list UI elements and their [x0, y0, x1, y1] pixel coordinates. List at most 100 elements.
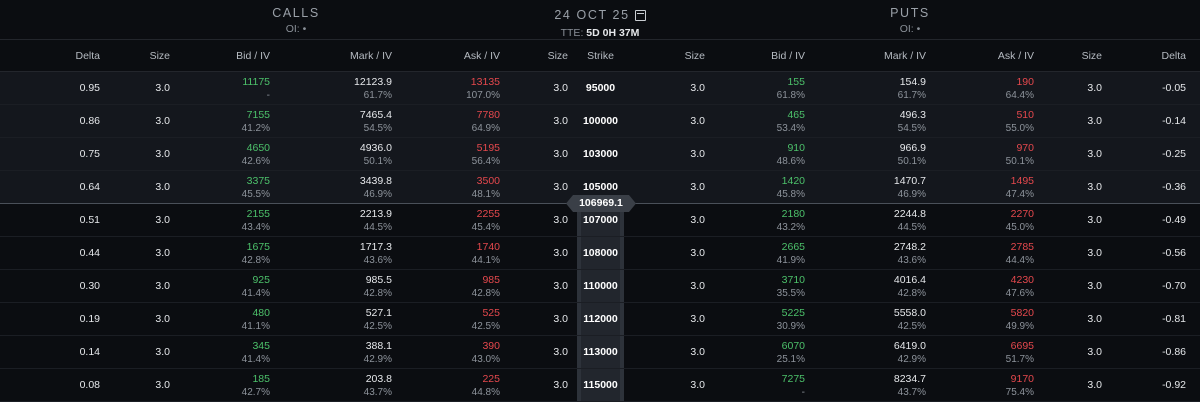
- call-ask[interactable]: 2255: [476, 208, 500, 220]
- call-ask-size[interactable]: 3.0: [553, 181, 568, 193]
- call-ask[interactable]: 5195: [476, 142, 500, 154]
- call-bid-header[interactable]: Bid / IV: [236, 50, 270, 62]
- call-mark[interactable]: 388.1: [365, 340, 392, 352]
- call-size[interactable]: 3.0: [155, 115, 170, 127]
- put-size[interactable]: 3.0: [1087, 280, 1102, 292]
- strike-price[interactable]: 103000: [582, 148, 619, 160]
- call-size[interactable]: 3.0: [155, 346, 170, 358]
- put-size[interactable]: 3.0: [1087, 313, 1102, 325]
- put-mark[interactable]: 966.9: [899, 142, 926, 154]
- put-bid[interactable]: 910: [787, 142, 805, 154]
- put-size-header[interactable]: Size: [1081, 50, 1102, 62]
- call-bid[interactable]: 345: [252, 340, 270, 352]
- strike-price[interactable]: 115000: [583, 379, 618, 391]
- call-size[interactable]: 3.0: [155, 379, 170, 391]
- call-bid[interactable]: 3375: [246, 175, 270, 187]
- put-size[interactable]: 3.0: [1087, 181, 1102, 193]
- put-size[interactable]: 3.0: [1087, 346, 1102, 358]
- put-bid[interactable]: 6070: [781, 340, 805, 352]
- call-mark[interactable]: 7465.4: [359, 109, 392, 121]
- put-bid-size[interactable]: 3.0: [690, 379, 705, 391]
- call-size[interactable]: 3.0: [155, 181, 170, 193]
- call-size[interactable]: 3.0: [155, 313, 170, 325]
- call-size-header[interactable]: Size: [149, 50, 170, 62]
- put-bid-size[interactable]: 3.0: [690, 214, 705, 226]
- call-ask-size[interactable]: 3.0: [553, 247, 568, 259]
- call-size[interactable]: 3.0: [155, 280, 170, 292]
- put-bid-header[interactable]: Bid / IV: [771, 50, 805, 62]
- put-ask[interactable]: 970: [1016, 142, 1034, 154]
- puts-oi-toggle[interactable]: OI: •: [899, 23, 921, 35]
- call-size[interactable]: 3.0: [155, 247, 170, 259]
- put-ask[interactable]: 1495: [1010, 175, 1034, 187]
- calendar-icon[interactable]: [634, 9, 646, 21]
- put-ask[interactable]: 190: [1016, 76, 1034, 88]
- call-ask-size[interactable]: 3.0: [553, 313, 568, 325]
- put-bid[interactable]: 1420: [781, 175, 805, 187]
- put-ask[interactable]: 4230: [1010, 274, 1034, 286]
- call-bid[interactable]: 4650: [246, 142, 270, 154]
- call-ask[interactable]: 390: [482, 340, 500, 352]
- call-ask-size[interactable]: 3.0: [553, 82, 568, 94]
- put-bid[interactable]: 7275: [781, 373, 805, 385]
- call-ask[interactable]: 985: [482, 274, 500, 286]
- call-ask[interactable]: 3500: [476, 175, 500, 187]
- call-ask-size[interactable]: 3.0: [553, 346, 568, 358]
- call-ask-size[interactable]: 3.0: [553, 280, 568, 292]
- strike-price[interactable]: 105000: [582, 181, 619, 193]
- put-size[interactable]: 3.0: [1087, 82, 1102, 94]
- put-mark[interactable]: 1470.7: [893, 175, 926, 187]
- put-size[interactable]: 3.0: [1087, 148, 1102, 160]
- put-ask[interactable]: 510: [1016, 109, 1034, 121]
- strike-price[interactable]: 95000: [585, 82, 616, 94]
- put-bid-size[interactable]: 3.0: [690, 148, 705, 160]
- put-ask-header[interactable]: Ask / IV: [997, 50, 1034, 62]
- put-bid[interactable]: 155: [787, 76, 805, 88]
- put-size[interactable]: 3.0: [1087, 115, 1102, 127]
- put-mark[interactable]: 496.3: [899, 109, 926, 121]
- put-delta-header[interactable]: Delta: [1161, 50, 1186, 62]
- call-bid[interactable]: 480: [252, 307, 270, 319]
- expiry-date[interactable]: 24 OCT 25: [554, 8, 630, 22]
- put-bid[interactable]: 465: [787, 109, 805, 121]
- strike-header[interactable]: Strike: [587, 50, 614, 62]
- call-mark[interactable]: 527.1: [365, 307, 392, 319]
- call-ask-size[interactable]: 3.0: [553, 379, 568, 391]
- call-ask[interactable]: 13135: [470, 76, 500, 88]
- call-size[interactable]: 3.0: [155, 148, 170, 160]
- put-ask[interactable]: 2270: [1010, 208, 1034, 220]
- call-ask[interactable]: 7780: [476, 109, 500, 121]
- put-mark[interactable]: 8234.7: [893, 373, 926, 385]
- put-bid[interactable]: 2180: [781, 208, 805, 220]
- call-mark[interactable]: 1717.3: [359, 241, 392, 253]
- call-bid[interactable]: 925: [252, 274, 270, 286]
- put-bid-size[interactable]: 3.0: [690, 247, 705, 259]
- put-ask[interactable]: 2785: [1010, 241, 1034, 253]
- put-mark[interactable]: 154.9: [899, 76, 926, 88]
- calls-oi-toggle[interactable]: OI: •: [285, 23, 307, 35]
- call-mark[interactable]: 985.5: [365, 274, 392, 286]
- call-mark[interactable]: 3439.8: [359, 175, 392, 187]
- put-bid-size-header[interactable]: Size: [684, 50, 705, 62]
- call-ask[interactable]: 1740: [476, 241, 500, 253]
- put-bid-size[interactable]: 3.0: [690, 82, 705, 94]
- call-ask[interactable]: 225: [482, 373, 500, 385]
- call-ask-size[interactable]: 3.0: [553, 214, 568, 226]
- call-bid[interactable]: 11175: [242, 76, 270, 88]
- call-mark[interactable]: 2213.9: [359, 208, 392, 220]
- strike-price[interactable]: 112000: [583, 313, 618, 325]
- put-bid-size[interactable]: 3.0: [690, 346, 705, 358]
- put-ask[interactable]: 6695: [1010, 340, 1034, 352]
- call-mark[interactable]: 12123.9: [354, 76, 392, 88]
- call-bid[interactable]: 2155: [246, 208, 270, 220]
- put-mark[interactable]: 4016.4: [893, 274, 926, 286]
- put-bid[interactable]: 5225: [781, 307, 805, 319]
- strike-price[interactable]: 113000: [583, 346, 618, 358]
- call-bid[interactable]: 7155: [246, 109, 270, 121]
- put-ask[interactable]: 9170: [1010, 373, 1034, 385]
- call-bid[interactable]: 185: [252, 373, 270, 385]
- put-bid-size[interactable]: 3.0: [690, 313, 705, 325]
- put-size[interactable]: 3.0: [1087, 247, 1102, 259]
- strike-price[interactable]: 100000: [582, 115, 619, 127]
- put-ask[interactable]: 5820: [1010, 307, 1034, 319]
